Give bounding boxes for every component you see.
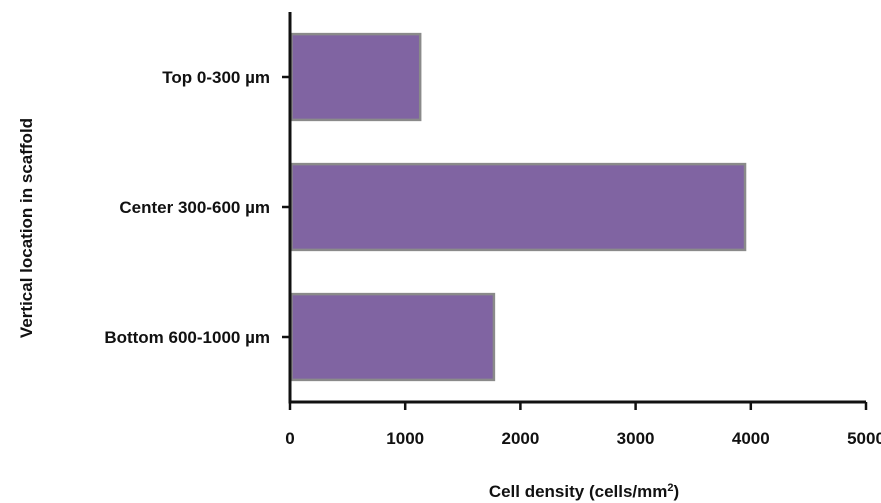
bar-0 <box>290 32 422 122</box>
x-tick-label-4: 4000 <box>732 429 770 448</box>
y-tick-label-1: Center 300-600 µm <box>119 198 270 217</box>
y-tick-label-0: Top 0-300 µm <box>162 68 270 87</box>
x-axis-title-main: Cell density (cells/mm <box>489 482 668 501</box>
x-tick-label-1: 1000 <box>386 429 424 448</box>
x-tick-label-5: 5000 <box>847 429 881 448</box>
x-ticks-group: 0 1000 2000 3000 4000 5000 <box>285 402 881 448</box>
bar-1 <box>290 162 747 252</box>
x-tick-label-2: 2000 <box>501 429 539 448</box>
y-ticks-group: Top 0-300 µm Center 300-600 µm Bottom 600-… <box>104 68 290 347</box>
x-axis-title-superscript: 2 <box>667 482 673 494</box>
x-tick-label-3: 3000 <box>617 429 655 448</box>
y-tick-label-2: Bottom 600-1000 µm <box>104 328 270 347</box>
bars-group <box>290 32 747 382</box>
x-axis-title-suffix: ) <box>674 482 680 501</box>
y-axis-title: Vertical location in scaffold <box>17 118 36 338</box>
bar-2 <box>290 292 496 382</box>
x-axis-title: Cell density (cells/mm2) <box>489 482 679 501</box>
x-tick-label-0: 0 <box>285 429 294 448</box>
